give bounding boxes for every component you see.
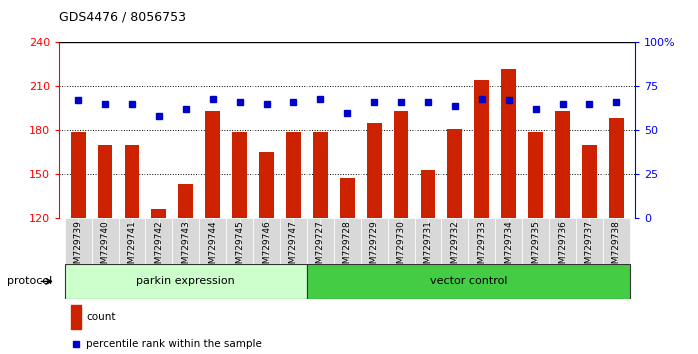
Text: GSM729732: GSM729732 bbox=[450, 220, 459, 275]
Bar bbox=[361, 218, 387, 264]
Bar bbox=[387, 218, 415, 264]
Bar bbox=[340, 178, 355, 218]
Text: GSM729740: GSM729740 bbox=[101, 220, 110, 275]
Bar bbox=[307, 264, 630, 299]
Text: GSM729729: GSM729729 bbox=[370, 220, 378, 275]
Bar bbox=[582, 145, 597, 218]
Bar bbox=[475, 80, 489, 218]
Text: GSM729746: GSM729746 bbox=[262, 220, 271, 275]
Bar bbox=[226, 218, 253, 264]
Bar bbox=[259, 152, 274, 218]
Text: count: count bbox=[87, 312, 116, 322]
Bar bbox=[119, 218, 145, 264]
Bar bbox=[280, 218, 307, 264]
Bar bbox=[151, 209, 166, 218]
Bar bbox=[232, 132, 247, 218]
Bar bbox=[394, 111, 408, 218]
Text: percentile rank within the sample: percentile rank within the sample bbox=[87, 339, 262, 349]
Bar bbox=[576, 218, 603, 264]
Bar bbox=[199, 218, 226, 264]
Text: GSM729745: GSM729745 bbox=[235, 220, 244, 275]
Text: protocol: protocol bbox=[7, 276, 52, 286]
Bar bbox=[415, 218, 441, 264]
Bar bbox=[65, 264, 307, 299]
Bar bbox=[124, 145, 140, 218]
Bar bbox=[145, 218, 172, 264]
Text: vector control: vector control bbox=[429, 276, 507, 286]
Text: GSM729733: GSM729733 bbox=[477, 220, 487, 275]
Text: GSM729738: GSM729738 bbox=[612, 220, 621, 275]
Bar bbox=[313, 132, 328, 218]
Bar bbox=[179, 184, 193, 218]
Text: GSM729741: GSM729741 bbox=[128, 220, 137, 275]
Bar bbox=[98, 145, 112, 218]
Bar bbox=[70, 132, 86, 218]
Bar bbox=[286, 132, 301, 218]
Text: GSM729731: GSM729731 bbox=[424, 220, 433, 275]
Text: GSM729742: GSM729742 bbox=[154, 220, 163, 275]
Text: GSM729737: GSM729737 bbox=[585, 220, 594, 275]
Bar bbox=[334, 218, 361, 264]
Bar bbox=[421, 170, 436, 218]
Bar bbox=[91, 218, 119, 264]
Text: GSM729736: GSM729736 bbox=[558, 220, 567, 275]
Text: GDS4476 / 8056753: GDS4476 / 8056753 bbox=[59, 11, 186, 24]
Bar bbox=[528, 132, 543, 218]
Bar bbox=[609, 118, 624, 218]
Text: GSM729727: GSM729727 bbox=[316, 220, 325, 275]
Bar bbox=[549, 218, 576, 264]
Bar bbox=[307, 218, 334, 264]
Bar bbox=[447, 129, 462, 218]
Text: GSM729734: GSM729734 bbox=[504, 220, 513, 275]
Bar bbox=[501, 69, 516, 218]
Bar bbox=[205, 111, 220, 218]
Text: GSM729730: GSM729730 bbox=[396, 220, 406, 275]
Text: GSM729747: GSM729747 bbox=[289, 220, 298, 275]
Text: GSM729728: GSM729728 bbox=[343, 220, 352, 275]
Text: GSM729743: GSM729743 bbox=[181, 220, 191, 275]
Bar bbox=[253, 218, 280, 264]
Bar bbox=[71, 304, 81, 329]
Bar bbox=[441, 218, 468, 264]
Bar bbox=[522, 218, 549, 264]
Text: GSM729735: GSM729735 bbox=[531, 220, 540, 275]
Text: parkin expression: parkin expression bbox=[136, 276, 235, 286]
Bar bbox=[555, 111, 570, 218]
Text: GSM729744: GSM729744 bbox=[208, 220, 217, 275]
Bar bbox=[366, 123, 382, 218]
Text: GSM729739: GSM729739 bbox=[74, 220, 82, 275]
Bar bbox=[172, 218, 199, 264]
Bar bbox=[65, 218, 91, 264]
Bar bbox=[496, 218, 522, 264]
Bar bbox=[468, 218, 496, 264]
Bar bbox=[603, 218, 630, 264]
